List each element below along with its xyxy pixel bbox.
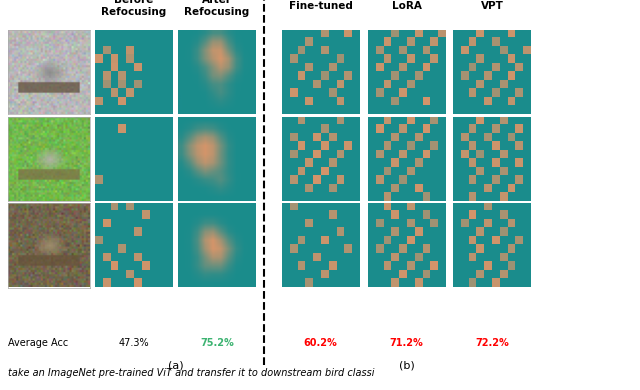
Text: 60.2%: 60.2%: [303, 338, 337, 348]
Text: 75.2%: 75.2%: [200, 338, 234, 348]
Text: (a): (a): [168, 360, 183, 370]
Text: (b): (b): [399, 360, 414, 370]
Text: VPT: VPT: [481, 1, 504, 11]
Text: Fine-tuned: Fine-tuned: [289, 1, 353, 11]
Text: 71.2%: 71.2%: [390, 338, 424, 348]
Text: Average Acc: Average Acc: [8, 338, 68, 348]
Text: LoRA: LoRA: [392, 1, 421, 11]
Text: After
Refocusing: After Refocusing: [184, 0, 250, 17]
Text: take an ImageNet pre-trained ViT and transfer it to downstream bird classi: take an ImageNet pre-trained ViT and tra…: [8, 368, 374, 378]
Text: Before
Refocusing: Before Refocusing: [101, 0, 166, 17]
Text: 47.3%: 47.3%: [118, 338, 149, 348]
Text: 72.2%: 72.2%: [476, 338, 509, 348]
